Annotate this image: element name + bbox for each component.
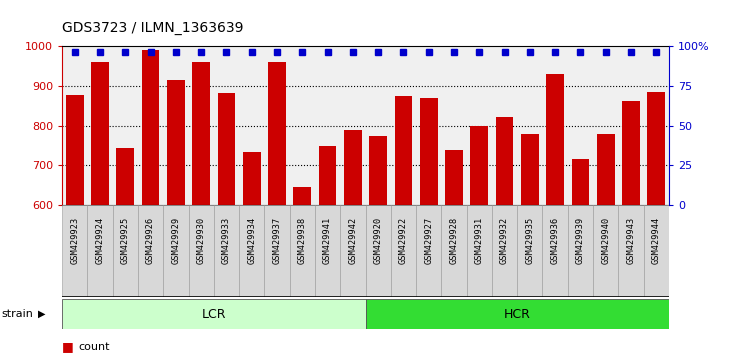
Bar bbox=[192, 62, 210, 205]
Text: GSM429924: GSM429924 bbox=[96, 216, 105, 264]
Bar bbox=[319, 147, 336, 205]
Bar bbox=[366, 205, 391, 297]
Bar bbox=[265, 205, 289, 297]
Text: ▶: ▶ bbox=[38, 309, 45, 319]
Bar bbox=[593, 205, 618, 297]
Bar bbox=[618, 205, 643, 297]
Text: GSM429938: GSM429938 bbox=[298, 216, 307, 264]
Bar bbox=[218, 93, 235, 205]
Bar bbox=[568, 205, 593, 297]
Text: strain: strain bbox=[1, 309, 34, 319]
Bar bbox=[243, 152, 260, 205]
Bar bbox=[369, 136, 387, 205]
Bar bbox=[315, 205, 340, 297]
Text: GSM429940: GSM429940 bbox=[601, 216, 610, 264]
Text: GSM429927: GSM429927 bbox=[424, 216, 433, 264]
Bar bbox=[521, 133, 539, 205]
Bar bbox=[643, 205, 669, 297]
Text: GSM429928: GSM429928 bbox=[450, 216, 458, 264]
Bar bbox=[445, 149, 463, 205]
Text: GSM429941: GSM429941 bbox=[323, 216, 332, 264]
Text: GSM429925: GSM429925 bbox=[121, 216, 130, 264]
Text: GSM429920: GSM429920 bbox=[374, 216, 382, 264]
Bar bbox=[88, 205, 113, 297]
Text: GSM429942: GSM429942 bbox=[349, 216, 357, 264]
Bar bbox=[142, 50, 159, 205]
Bar bbox=[518, 205, 542, 297]
Text: count: count bbox=[78, 342, 110, 352]
Bar bbox=[62, 299, 366, 329]
Bar bbox=[496, 117, 513, 205]
Text: GSM429939: GSM429939 bbox=[576, 216, 585, 264]
Bar bbox=[289, 205, 315, 297]
Bar bbox=[442, 205, 466, 297]
Text: GSM429929: GSM429929 bbox=[171, 216, 181, 264]
Bar bbox=[213, 205, 239, 297]
Bar bbox=[189, 205, 213, 297]
Bar bbox=[416, 205, 442, 297]
Bar bbox=[596, 133, 615, 205]
Text: GSM429930: GSM429930 bbox=[197, 216, 205, 264]
Bar bbox=[116, 148, 135, 205]
Bar bbox=[62, 205, 88, 297]
Text: GSM429923: GSM429923 bbox=[70, 216, 79, 264]
Text: GSM429936: GSM429936 bbox=[550, 216, 560, 264]
Bar bbox=[395, 96, 412, 205]
Text: GSM429937: GSM429937 bbox=[273, 216, 281, 264]
Text: GSM429931: GSM429931 bbox=[474, 216, 484, 264]
Bar bbox=[113, 205, 138, 297]
Bar bbox=[572, 159, 589, 205]
Text: GSM429934: GSM429934 bbox=[247, 216, 257, 264]
Text: GSM429933: GSM429933 bbox=[222, 216, 231, 264]
Text: ■: ■ bbox=[62, 341, 74, 353]
Bar bbox=[340, 205, 366, 297]
Bar bbox=[546, 74, 564, 205]
Bar bbox=[466, 205, 492, 297]
Bar bbox=[293, 187, 311, 205]
Bar bbox=[138, 205, 163, 297]
Bar bbox=[366, 299, 669, 329]
Bar bbox=[344, 130, 362, 205]
Text: GSM429935: GSM429935 bbox=[526, 216, 534, 264]
Text: GSM429944: GSM429944 bbox=[652, 216, 661, 264]
Bar bbox=[66, 95, 83, 205]
Bar bbox=[622, 101, 640, 205]
Text: HCR: HCR bbox=[504, 308, 531, 321]
Bar bbox=[163, 205, 189, 297]
Bar bbox=[492, 205, 518, 297]
Bar bbox=[239, 205, 265, 297]
Text: LCR: LCR bbox=[202, 308, 226, 321]
Bar bbox=[167, 80, 185, 205]
Bar bbox=[91, 62, 109, 205]
Bar bbox=[268, 62, 286, 205]
Text: GSM429922: GSM429922 bbox=[399, 216, 408, 264]
Bar bbox=[542, 205, 568, 297]
Bar bbox=[648, 92, 665, 205]
Text: GDS3723 / ILMN_1363639: GDS3723 / ILMN_1363639 bbox=[62, 21, 243, 35]
Bar bbox=[471, 126, 488, 205]
Text: GSM429932: GSM429932 bbox=[500, 216, 509, 264]
Bar bbox=[391, 205, 416, 297]
Text: GSM429943: GSM429943 bbox=[626, 216, 635, 264]
Bar bbox=[420, 98, 438, 205]
Text: GSM429926: GSM429926 bbox=[146, 216, 155, 264]
